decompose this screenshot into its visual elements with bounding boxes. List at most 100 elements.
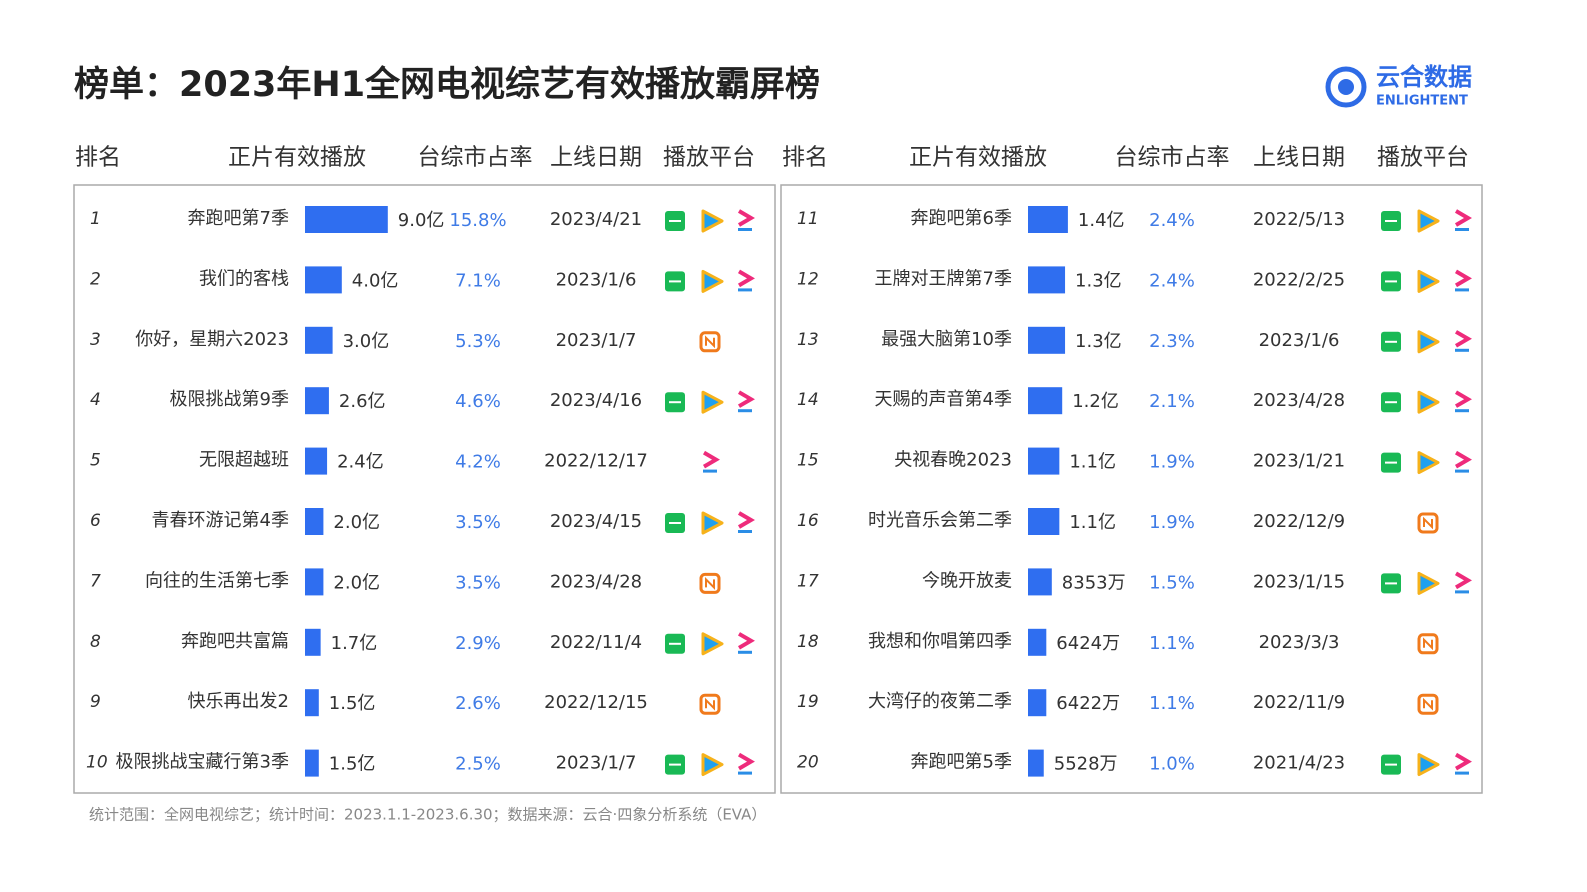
market-share: 1.9% [1149,512,1195,533]
release-date: 2023/1/6 [1259,330,1340,351]
play-bar [305,628,321,656]
play-value: 1.1亿 [1069,452,1116,473]
rank: 2 [90,269,101,289]
play-value: 4.0亿 [352,270,399,291]
play-value: 2.4亿 [337,452,384,473]
market-share: 1.9% [1149,452,1195,473]
play-value: 1.3亿 [1075,331,1122,352]
title: 榜单：2023年H1全网电视综艺有效播放霸屏榜 [74,64,820,105]
tencent-icon [1417,451,1440,475]
play-value: 1.7亿 [331,633,378,654]
rank: 17 [797,571,819,591]
release-date: 2023/4/15 [550,511,642,532]
rank: 8 [90,632,101,652]
column-header: 排名 [75,145,121,171]
show-name: 无限超越班 [199,450,289,471]
play-value: 3.0亿 [343,331,390,352]
market-share: 5.3% [455,331,501,352]
release-date: 2023/4/16 [550,390,642,411]
column-header: 正片有效播放 [909,145,1047,171]
market-share: 1.0% [1149,754,1195,775]
play-bar [1028,326,1066,354]
play-bar [1028,749,1044,777]
play-value: 1.5亿 [329,693,376,714]
market-share: 1.1% [1149,693,1195,714]
market-share: 2.4% [1149,270,1195,291]
youku-icon [1454,450,1472,469]
rank: 3 [90,330,101,350]
iqiyi-mark [1385,582,1397,585]
show-name: 央视春晚2023 [894,450,1012,471]
play-bar [1028,508,1060,535]
tencent-icon [1417,330,1440,354]
mango-icon [699,693,721,715]
youku-icon [737,511,755,529]
column-header: 播放平台 [1377,145,1469,171]
footer-note: 统计范围：全网电视综艺；统计时间：2023.1.1-2023.6.30；数据来源… [89,806,766,824]
market-share: 2.9% [455,633,501,654]
rank: 1 [90,209,101,229]
iqiyi-mark [1385,763,1397,766]
market-share: 2.1% [1149,391,1195,412]
logo-name: 云合数据 [1376,63,1472,91]
youku-mark [738,288,752,292]
release-date: 2022/12/9 [1253,511,1345,532]
youku-icon [737,390,755,408]
tencent-icon [1417,390,1440,414]
market-share: 1.1% [1149,633,1195,654]
play-bar [305,387,329,415]
show-name: 今晚开放麦 [922,570,1012,591]
play-bar [305,508,324,535]
play-bar [305,266,342,294]
iqiyi-mark [669,220,681,222]
rank: 12 [797,269,819,289]
release-date: 2023/1/21 [1253,451,1345,472]
mango-icon [1417,512,1439,534]
play-value: 1.5亿 [329,754,376,775]
release-date: 2023/1/7 [556,330,637,351]
youku-icon [1454,269,1472,288]
iqiyi-mark [669,401,681,404]
release-date: 2022/2/25 [1253,269,1345,290]
market-share: 4.6% [455,391,501,412]
play-bar [1028,206,1068,233]
tencent-icon [1417,571,1440,595]
mango-mark [1423,697,1433,711]
show-name: 我们的客栈 [199,268,289,289]
mango-mark [1423,637,1433,651]
market-share: 2.3% [1149,331,1195,352]
play-bar [1028,568,1052,596]
youku-icon [1454,390,1472,408]
rank: 11 [797,209,819,229]
youku-icon [1454,571,1472,590]
youku-mark [1455,348,1469,352]
tencent-icon [701,209,724,233]
tencent-icon [701,511,724,535]
mango-mark [1423,516,1433,530]
market-share: 3.5% [455,572,501,593]
youku-mark [1455,228,1469,231]
tencent-icon [1417,753,1440,777]
release-date: 2022/11/4 [550,632,642,653]
rank: 13 [797,330,819,350]
release-date: 2022/11/9 [1253,692,1345,713]
play-value: 1.2亿 [1072,391,1119,412]
show-name: 你好，星期六2023 [135,329,289,350]
rank: 6 [90,511,101,531]
play-bar [305,568,324,596]
youku-icon [1454,752,1472,771]
release-date: 2023/4/28 [550,571,642,592]
market-share: 2.4% [1149,210,1195,231]
show-name: 最强大脑第10季 [881,329,1012,350]
youku-icon [737,269,755,288]
play-value: 8353万 [1062,572,1126,593]
play-bar [305,689,319,717]
youku-icon [737,752,755,771]
release-date: 2022/12/17 [544,451,648,472]
play-value: 2.0亿 [333,512,380,533]
youku-mark [738,650,752,654]
market-share: 4.2% [455,452,501,473]
iqiyi-mark [1385,340,1397,343]
play-value: 1.4亿 [1078,210,1125,231]
rank: 20 [797,753,819,773]
